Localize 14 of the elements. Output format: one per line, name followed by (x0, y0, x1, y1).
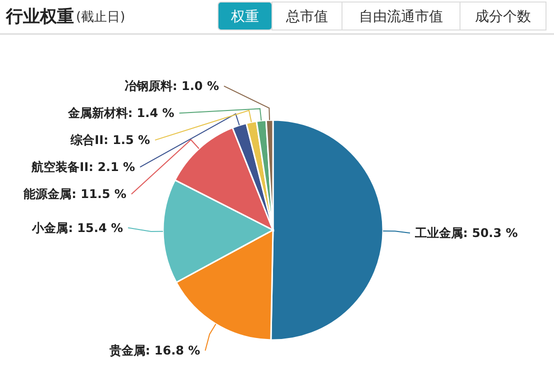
slice-label: 能源金属: 11.5 % (24, 187, 126, 202)
tab: 自由流通市值 (342, 2, 460, 30)
chart-title: 行业权重 (5, 7, 74, 27)
slice-label: 金属新材料: 1.4 % (66, 106, 174, 120)
chart-subtitle: (截止日) (76, 10, 126, 25)
tab: 成分个数 (460, 2, 546, 30)
tab: 权重 (218, 2, 272, 30)
slice-label: 综合II: 1.5 % (70, 133, 150, 148)
slice-label: 贵金属: 16.8 % (108, 344, 200, 358)
slice-label: 小金属: 15.4 % (31, 220, 124, 235)
tab: 总市值 (272, 2, 342, 30)
slice-label: 工业金属: 50.3 % (414, 226, 518, 240)
slice-label: 航空装备II: 2.1 % (30, 160, 136, 174)
slice-label: 冶钢原料: 1.0 % (124, 79, 219, 94)
